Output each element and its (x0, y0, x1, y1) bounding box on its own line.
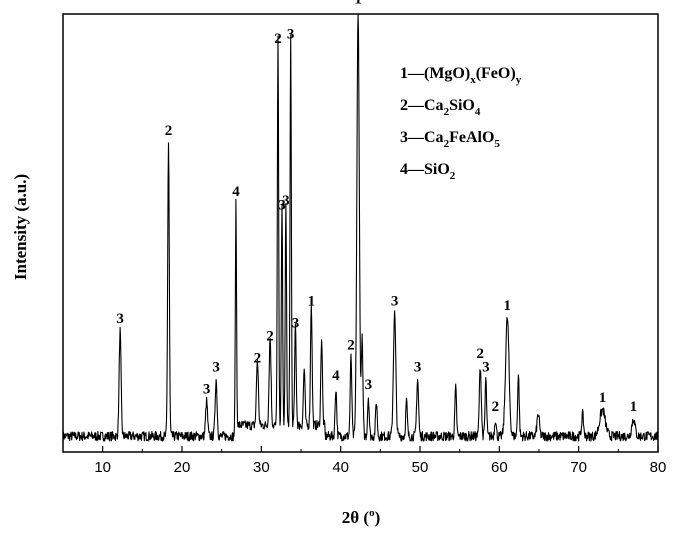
xrd-pattern-line (62, 13, 659, 442)
peak-label-2: 2 (254, 351, 262, 367)
peak-label-4: 4 (332, 368, 340, 384)
x-axis-label-close: ) (375, 508, 381, 527)
peak-label-3: 3 (365, 377, 373, 393)
x-axis-label-main: 2θ ( (342, 508, 370, 527)
peak-label-3: 3 (414, 359, 422, 375)
peak-label-2: 2 (477, 346, 485, 362)
y-axis-label: Intensity (a.u.) (11, 174, 30, 280)
peak-label-1: 1 (354, 0, 362, 7)
legend-entry-4: 4—SiO2 (400, 161, 456, 182)
peak-label-2: 2 (492, 399, 500, 415)
x-tick-label: 20 (174, 459, 191, 476)
peak-label-2: 2 (266, 329, 274, 345)
x-tick-label: 50 (412, 459, 429, 476)
x-tick-label: 30 (253, 459, 270, 476)
x-axis-label-unit: o (369, 507, 375, 519)
x-axis-label: 2θ (o) (342, 507, 380, 527)
peak-label-3: 3 (116, 311, 124, 327)
peak-label-2: 2 (347, 337, 355, 353)
legend: 1—(MgO)x(FeO)y 2—Ca2SiO4 3—Ca2FeAlO5 4—SiO2 (400, 65, 522, 182)
peak-label-3: 3 (287, 26, 295, 42)
peak-label-3: 3 (212, 359, 220, 375)
peak-label-3: 3 (391, 294, 399, 310)
peak-label-1: 1 (308, 294, 316, 310)
peak-label-3: 3 (292, 316, 300, 332)
peak-label-2: 2 (274, 31, 282, 47)
peak-label-4: 4 (232, 184, 240, 200)
x-tick-label: 70 (570, 459, 587, 476)
peak-label-3: 3 (203, 381, 211, 397)
x-tick-label: 60 (491, 459, 508, 476)
x-tick-label: 40 (332, 459, 349, 476)
legend-entry-2: 2—Ca2SiO4 (400, 97, 481, 118)
peak-label-1: 1 (504, 298, 512, 314)
peak-label-1: 1 (599, 390, 607, 406)
legend-entry-1: 1—(MgO)x(FeO)y (400, 65, 522, 86)
plot-frame (62, 13, 659, 453)
legend-entry-3: 3—Ca2FeAlO5 (400, 129, 500, 150)
x-axis-ticks: 10 20 30 40 50 60 70 80 (62, 446, 667, 476)
peak-label-1: 1 (630, 399, 638, 415)
x-tick-label: 10 (94, 459, 111, 476)
peak-label-3: 3 (282, 193, 290, 209)
x-tick-label: 80 (650, 459, 667, 476)
peak-label-3: 3 (482, 359, 490, 375)
peak-label-3: 3 (278, 197, 286, 213)
peak-labels: 3233422233331421333232111 (116, 0, 637, 415)
peak-label-2: 2 (165, 123, 173, 139)
